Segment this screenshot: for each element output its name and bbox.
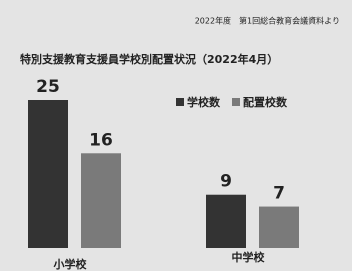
chart-title: 特別支援教育支援員学校別配置状況（2022年4月）: [20, 52, 278, 66]
legend-swatch: [232, 98, 240, 106]
legend-swatch: [176, 98, 184, 106]
chart: 2022年度 第1回総合教育会議資料より 特別支援教育支援員学校別配置状況（20…: [0, 0, 352, 271]
value-label: 16: [89, 130, 113, 150]
legend-label: 学校数: [187, 95, 221, 109]
bar: [28, 100, 68, 248]
category-label: 中学校: [232, 250, 266, 264]
value-label: 9: [220, 172, 232, 192]
bar: [81, 153, 121, 248]
bar: [206, 195, 246, 248]
header: 2022年度 第1回総合教育会議資料より: [195, 16, 340, 26]
category-label: 小学校: [53, 257, 88, 271]
bar: [259, 207, 299, 248]
value-label: 25: [36, 77, 60, 97]
legend-label: 配置校数: [243, 95, 288, 109]
value-label: 7: [273, 184, 285, 204]
